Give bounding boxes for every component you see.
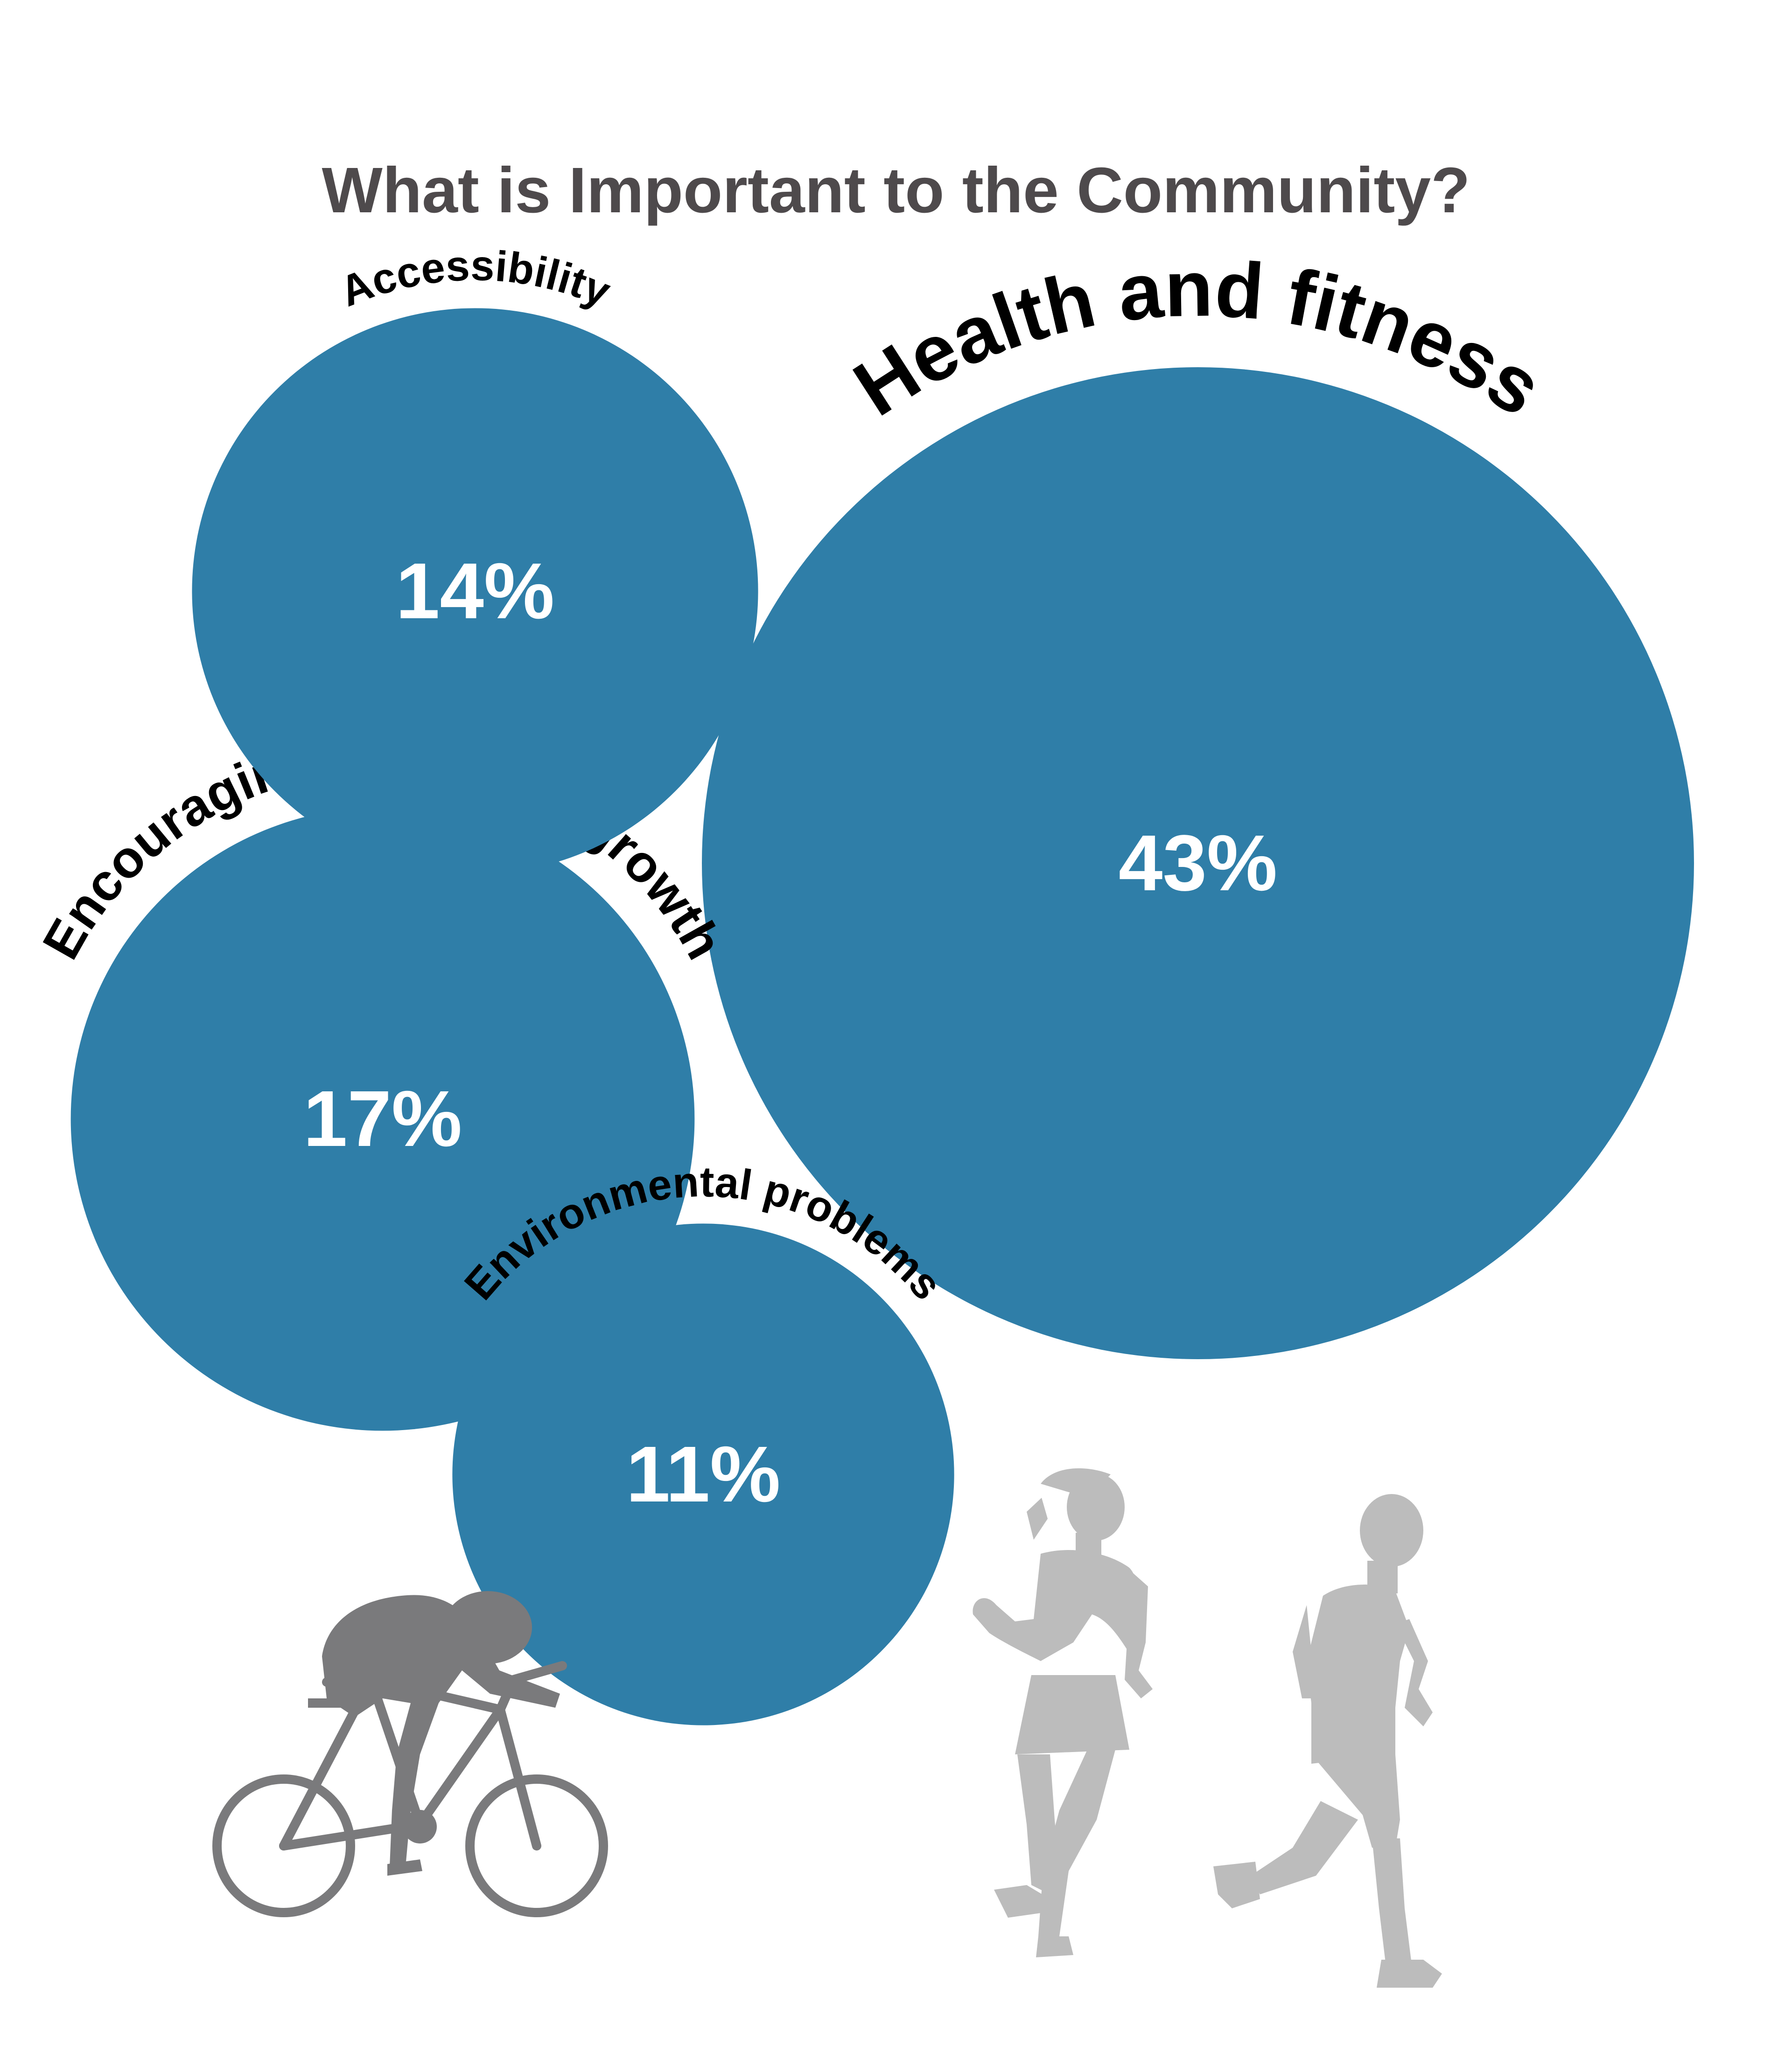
bubble-value-accessibility: 14% (396, 547, 554, 635)
bubble-group-accessibility: Accessibility 14% (192, 242, 758, 874)
female-runner-icon (973, 1468, 1153, 1957)
bubble-value-encouraging-economic-growth: 17% (303, 1075, 462, 1163)
bubble-value-environmental-problems: 11% (626, 1430, 781, 1519)
bubble-health-and-fitness (702, 367, 1694, 1359)
cyclist-icon (212, 1591, 608, 1917)
male-runner-icon (1213, 1494, 1442, 1988)
bubble-encouraging-economic-growth (70, 807, 695, 1431)
bubble-label-accessibility: Accessibility (334, 242, 617, 316)
bubble-environmental-problems (452, 1223, 954, 1725)
bubble-accessibility (192, 308, 758, 874)
bubble-value-health-and-fitness: 43% (1119, 819, 1277, 908)
chart-title: What is Important to the Community? (322, 154, 1470, 226)
